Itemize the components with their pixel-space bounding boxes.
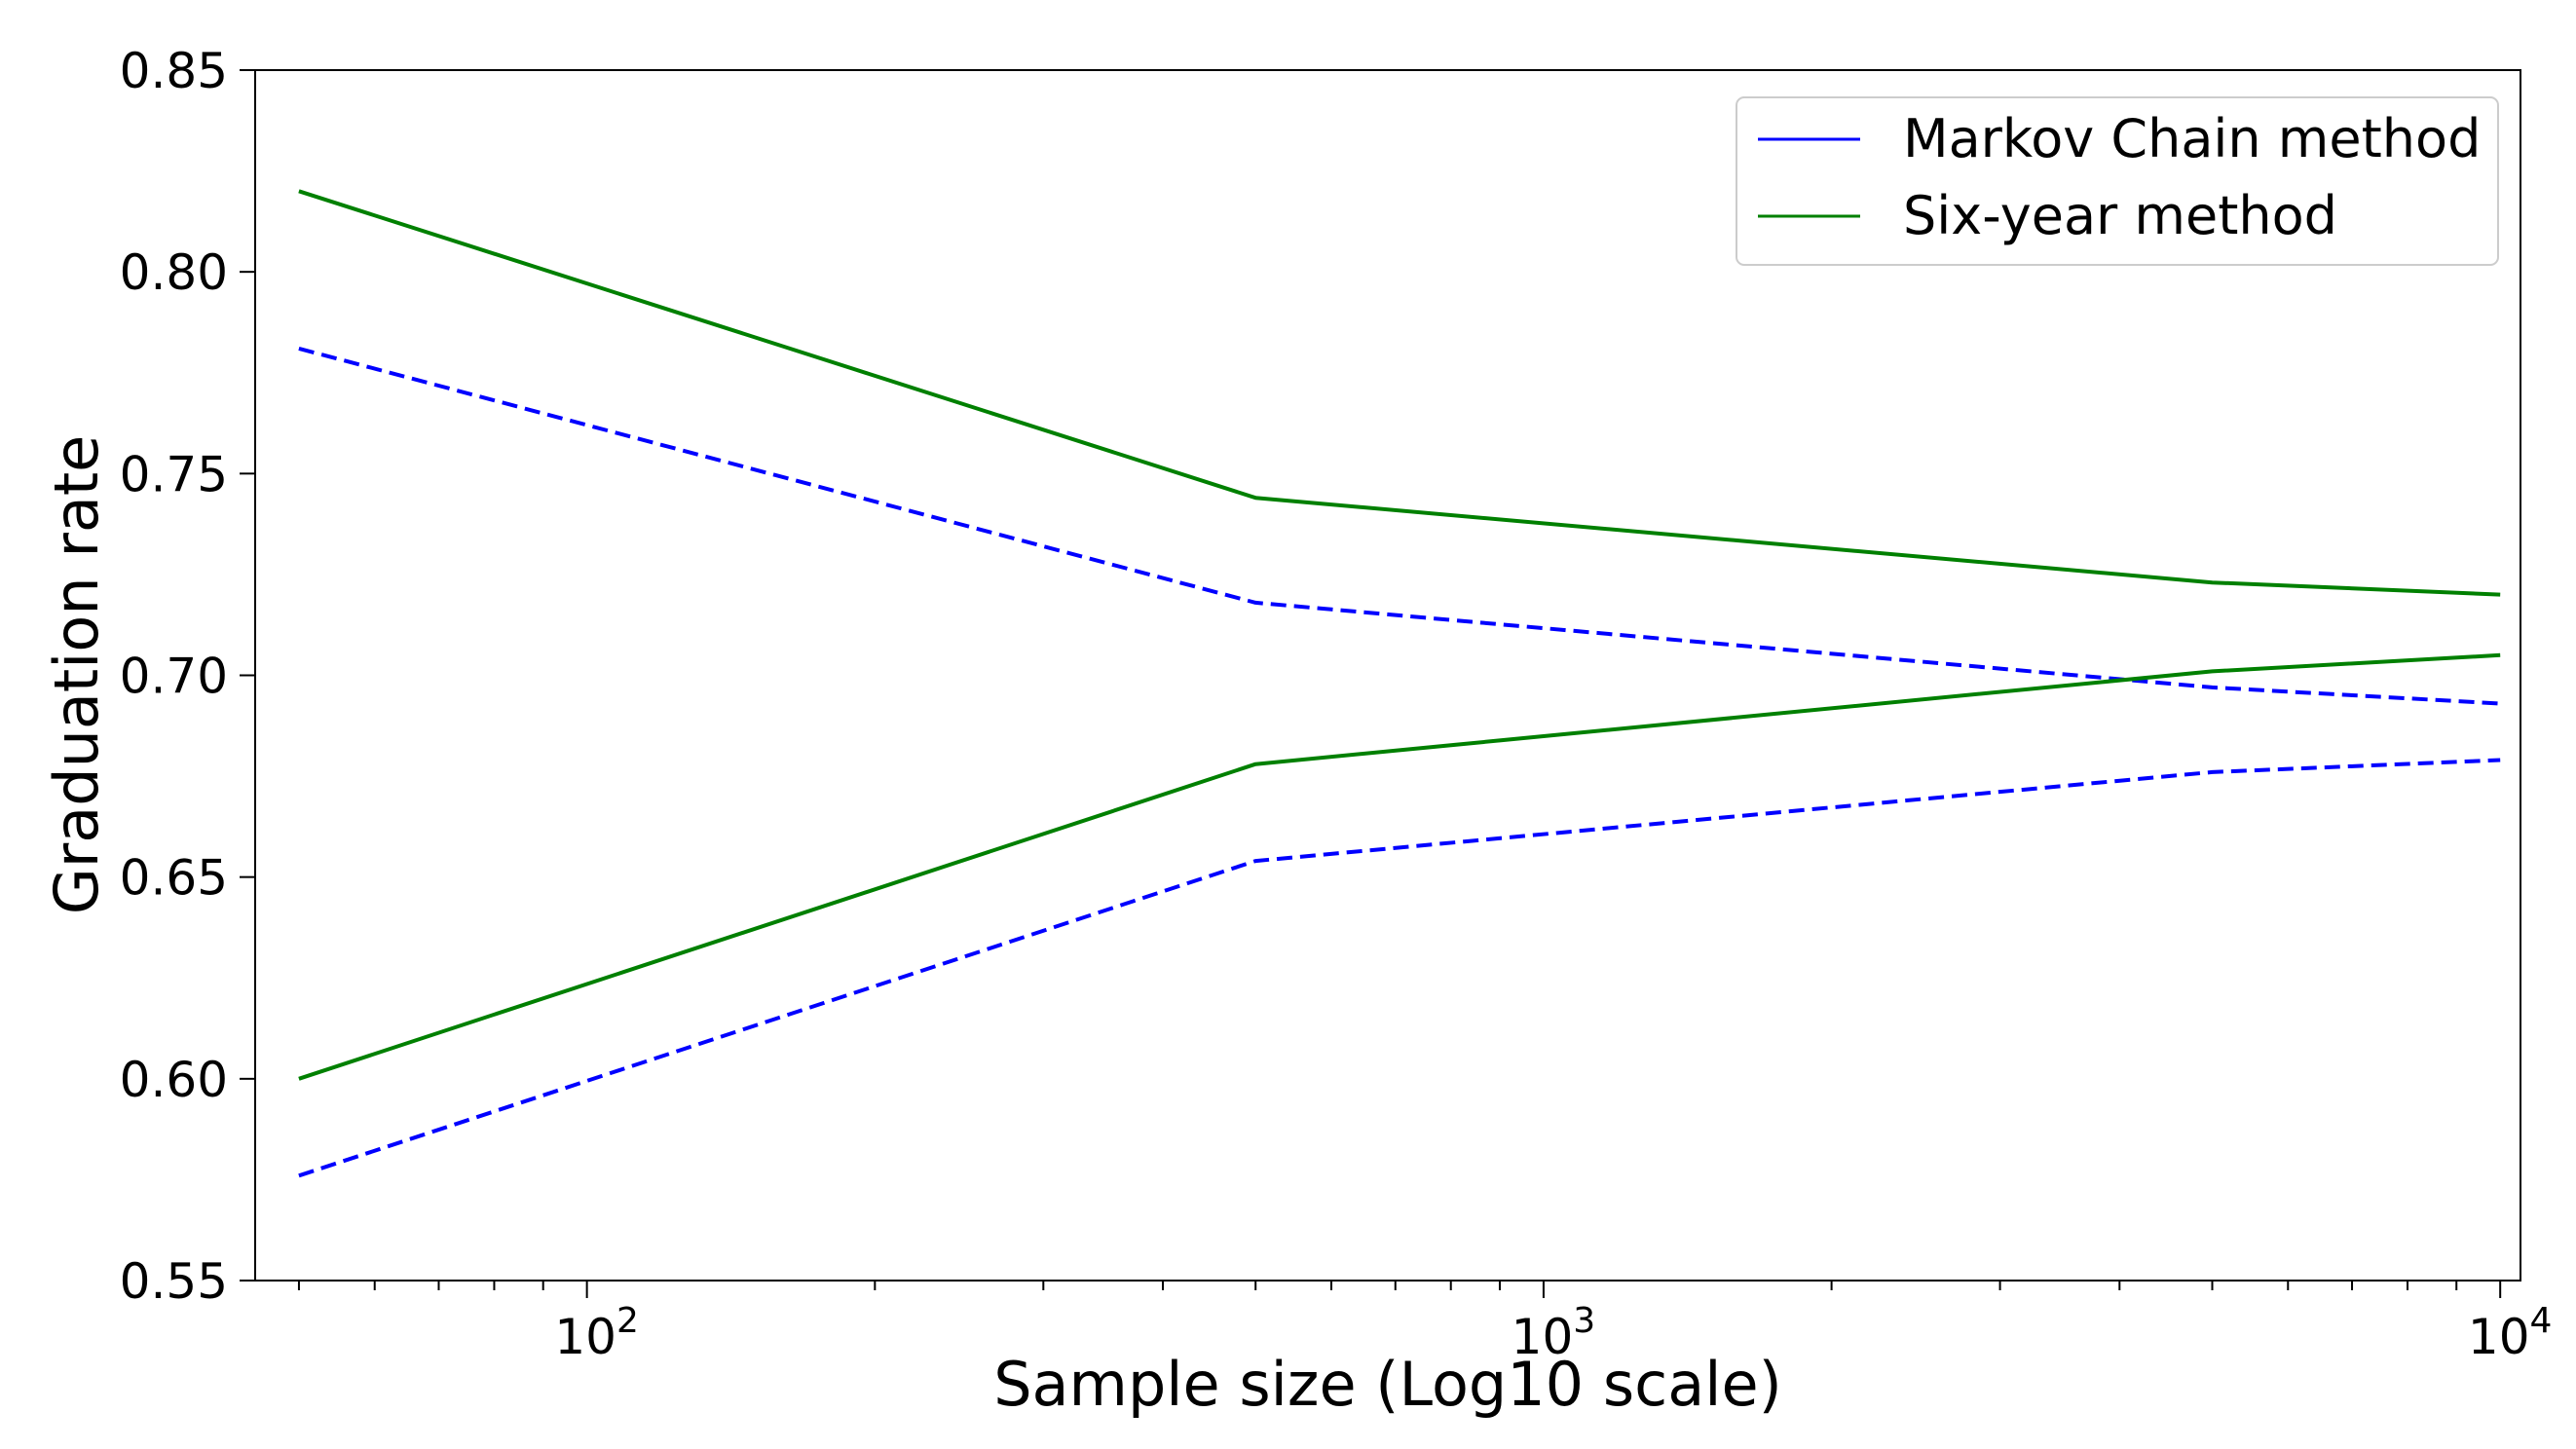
x-tick-label: 102 [554, 1301, 639, 1365]
y-tick-label: 0.85 [120, 43, 228, 99]
y-axis-title: Graduation rate [41, 435, 112, 915]
legend-label-sixyear: Six-year method [1903, 185, 2337, 246]
y-tick-label: 0.65 [120, 850, 228, 907]
plot-frame [254, 69, 2521, 1282]
series-line-markov-chain-method-lower [298, 758, 2501, 1178]
y-tick-label: 0.80 [120, 244, 228, 301]
x-axis-title: Sample size (Log10 scale) [993, 1349, 1782, 1420]
y-tick-label: 0.60 [120, 1052, 228, 1108]
x-minor-ticks [297, 1281, 2458, 1290]
legend-label-markov: Markov Chain method [1903, 108, 2481, 169]
x-tick-label: 104 [2468, 1301, 2553, 1365]
x-axis-ticks: 102 103 104 [554, 1281, 2552, 1365]
y-tick-label: 0.70 [120, 649, 228, 705]
x-tick-label: 103 [1512, 1301, 1596, 1365]
series-line-six-year-method-upper [298, 189, 2501, 597]
series-line-six-year-method-lower [298, 652, 2501, 1081]
y-axis-ticks: 0.55 0.60 0.65 0.70 0.75 0.80 0.85 [120, 43, 255, 1310]
legend-box [1736, 96, 2499, 266]
series-lines [298, 189, 2501, 1178]
y-tick-label: 0.55 [120, 1253, 228, 1310]
legend: Markov Chain method Six-year method [1736, 96, 2499, 266]
series-line-markov-chain-method-upper [298, 346, 2501, 706]
y-tick-label: 0.75 [120, 446, 228, 502]
